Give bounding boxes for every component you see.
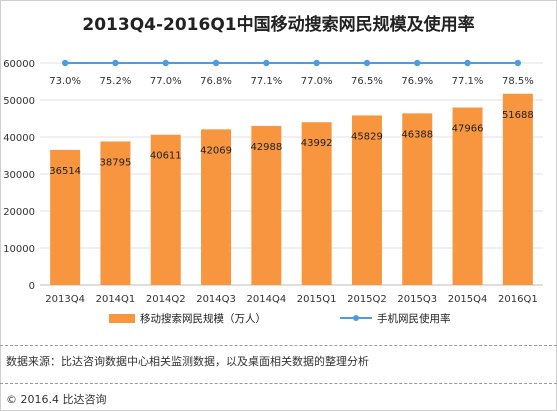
legend-bar-swatch [109, 314, 135, 323]
source-note: 数据来源：比达咨询数据中心相关监测数据，以及桌面相关数据的整理分析 [6, 355, 369, 368]
usage-rate-label: 77.1% [250, 76, 282, 87]
usage-rate-label: 73.0% [49, 76, 81, 87]
legend-bar-label: 移动搜索网民规模（万人） [140, 312, 266, 325]
chart-title: 2013Q4-2016Q1中国移动搜索网民规模及使用率 [82, 15, 475, 35]
usage-rate-label: 76.5% [351, 76, 383, 87]
bar [251, 125, 282, 285]
legend-line-marker [353, 315, 359, 321]
usage-rate-point [514, 59, 522, 67]
y-tick-label: 30000 [3, 170, 35, 181]
usage-rate-point [313, 59, 320, 67]
usage-rate-point [162, 59, 169, 67]
bar [100, 141, 131, 285]
usage-rate-label: 77.0% [150, 76, 182, 87]
usage-rate-point [112, 59, 119, 67]
copyright-text: © 2016.4 比达咨询 [6, 393, 107, 406]
x-tick-label: 2014Q1 [96, 294, 136, 305]
usage-rate-label: 76.9% [401, 76, 433, 87]
x-tick-label: 2015Q1 [297, 294, 337, 305]
bar-value-label: 45829 [351, 131, 383, 142]
bar-value-label: 51688 [502, 110, 534, 121]
bar-value-label: 46388 [401, 129, 433, 140]
bar-value-label: 36514 [49, 166, 81, 177]
usage-rate-point [212, 59, 220, 67]
bar [150, 134, 181, 285]
bar [50, 149, 81, 285]
bar [452, 107, 483, 285]
bar-value-label: 43992 [301, 138, 333, 149]
x-tick-label: 2014Q2 [146, 294, 186, 305]
usage-rate-point [61, 59, 69, 67]
usage-rate-point [363, 59, 371, 67]
x-tick-label: 2015Q3 [397, 294, 437, 305]
y-tick-label: 20000 [3, 207, 35, 218]
usage-rate-label: 77.0% [301, 76, 333, 87]
bar-value-label: 42988 [250, 142, 282, 153]
bar [351, 115, 382, 285]
divider-bottom [0, 383, 557, 384]
bar-value-label: 40611 [150, 151, 182, 162]
bar [402, 113, 433, 285]
usage-rate-point [263, 59, 270, 67]
x-tick-label: 2014Q4 [247, 294, 287, 305]
divider-top [0, 345, 557, 346]
x-tick-label: 2015Q2 [347, 294, 387, 305]
usage-rate-point [464, 59, 471, 67]
y-tick-label: 40000 [3, 133, 35, 144]
y-tick-label: 50000 [3, 96, 35, 107]
bar-value-label: 38795 [100, 157, 132, 168]
usage-rate-point [414, 59, 421, 67]
y-tick-label: 0 [29, 281, 35, 292]
y-tick-label: 10000 [3, 244, 35, 255]
x-tick-label: 2014Q3 [196, 294, 236, 305]
bar [301, 122, 332, 285]
bar-value-label: 42069 [200, 145, 232, 156]
x-tick-label: 2013Q4 [45, 294, 85, 305]
x-tick-label: 2015Q4 [448, 294, 488, 305]
legend-line-label: 手机网民使用率 [377, 312, 451, 325]
usage-rate-label: 77.1% [452, 76, 484, 87]
usage-rate-label: 76.8% [200, 76, 232, 87]
usage-rate-label: 78.5% [502, 76, 534, 87]
bar-value-label: 47966 [452, 124, 484, 135]
usage-rate-label: 75.2% [100, 76, 132, 87]
bar [502, 93, 533, 286]
x-tick-label: 2016Q1 [498, 294, 538, 305]
bar [201, 129, 232, 285]
y-tick-label: 60000 [3, 59, 35, 70]
